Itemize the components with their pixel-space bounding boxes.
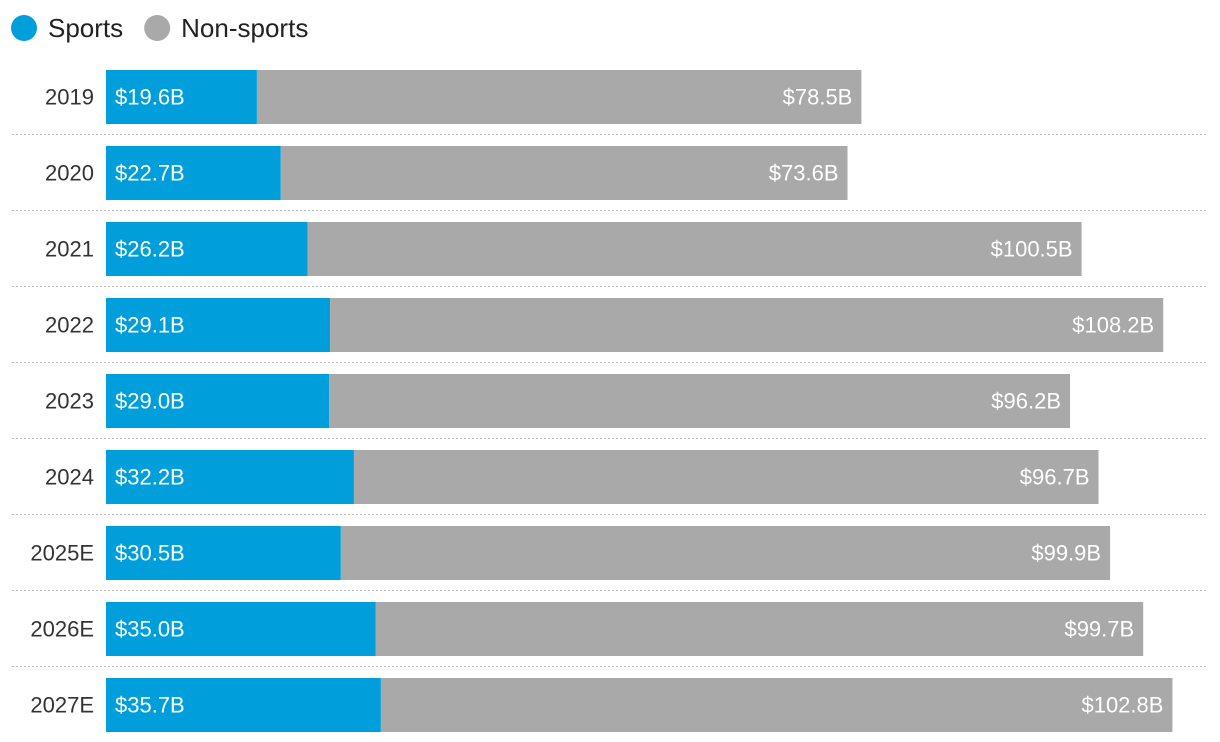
non-sports-value-label: $102.8B (1081, 693, 1163, 718)
non-sports-value-label: $108.2B (1072, 313, 1154, 338)
sports-bar (106, 374, 330, 428)
sports-value-label: $22.7B (115, 161, 185, 186)
non-sports-bar (380, 678, 1173, 732)
sports-value-label: $29.0B (115, 389, 185, 414)
bar-row-2021: 2021 $26.2B $100.5B (45, 222, 1082, 276)
legend-swatch-1 (144, 15, 171, 41)
bar-row-2027E: 2027E $35.7B $102.8B (30, 678, 1173, 732)
sports-value-label: $30.5B (115, 541, 185, 566)
category-label: 2020 (45, 161, 94, 186)
bar-rows: 2019 $19.6B $78.5B 2020 $22.7B $73.6B 2021 $26.… (30, 70, 1173, 732)
non-sports-value-label: $73.6B (769, 161, 839, 186)
category-label: 2021 (45, 237, 94, 262)
non-sports-value-label: $99.9B (1031, 541, 1101, 566)
non-sports-value-label: $99.7B (1064, 617, 1134, 642)
sports-bar (106, 678, 381, 732)
bar-row-2023: 2023 $29.0B $96.2B (45, 374, 1071, 428)
category-label: 2024 (45, 465, 94, 490)
non-sports-value-label: $78.5B (783, 85, 853, 110)
sports-bar (106, 70, 257, 124)
bar-row-2026E: 2026E $35.0B $99.7B (30, 602, 1144, 656)
non-sports-value-label: $96.2B (991, 389, 1061, 414)
row-separators (12, 134, 1208, 667)
sports-bar (106, 222, 308, 276)
non-sports-bar (353, 450, 1099, 504)
sports-value-label: $29.1B (115, 313, 185, 338)
sports-bar (106, 146, 281, 200)
legend-label-0: Sports (48, 13, 123, 43)
bar-row-2024: 2024 $32.2B $96.7B (45, 450, 1099, 504)
non-sports-bar (256, 70, 862, 124)
category-label: 2027E (30, 693, 94, 718)
bar-row-2019: 2019 $19.6B $78.5B (45, 70, 862, 124)
sports-value-label: $32.2B (115, 465, 185, 490)
non-sports-bar (375, 602, 1144, 656)
category-label: 2022 (45, 313, 94, 338)
legend-label-1: Non-sports (181, 13, 308, 43)
legend-swatch-0 (11, 15, 37, 41)
sports-value-label: $35.7B (115, 693, 185, 718)
category-label: 2023 (45, 389, 94, 414)
sports-value-label: $19.6B (115, 85, 185, 110)
non-sports-bar (307, 222, 1082, 276)
sports-value-label: $35.0B (115, 617, 185, 642)
non-sports-bar (330, 298, 1164, 352)
legend: Sports Non-sports (11, 13, 308, 43)
category-label: 2026E (30, 617, 94, 642)
sports-bar (106, 298, 331, 352)
non-sports-value-label: $96.7B (1020, 465, 1090, 490)
bar-row-2020: 2020 $22.7B $73.6B (45, 146, 848, 200)
non-sports-value-label: $100.5B (991, 237, 1073, 262)
sports-value-label: $26.2B (115, 237, 185, 262)
bar-row-2025E: 2025E $30.5B $99.9B (30, 526, 1111, 580)
sports-bar (106, 602, 376, 656)
sports-bar (106, 450, 354, 504)
non-sports-bar (340, 526, 1111, 580)
category-label: 2019 (45, 85, 94, 110)
bar-row-2022: 2022 $29.1B $108.2B (45, 298, 1164, 352)
category-label: 2025E (30, 541, 94, 566)
non-sports-bar (329, 374, 1071, 428)
non-sports-bar (280, 146, 848, 200)
sports-bar (106, 526, 341, 580)
